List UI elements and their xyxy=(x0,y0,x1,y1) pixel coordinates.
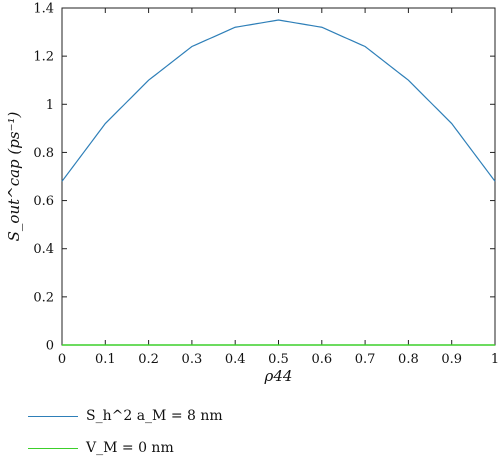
series-line-1 xyxy=(61,19,496,182)
y-tick-label: 0 xyxy=(46,339,54,354)
legend-swatch-series-2 xyxy=(28,447,78,449)
legend-item-series-2: V_M = 0 nm xyxy=(28,436,223,460)
y-tick-label: 1.2 xyxy=(33,50,54,65)
x-tick-label: 0.6 xyxy=(311,352,332,367)
x-tick-label: 0.4 xyxy=(225,352,246,367)
x-tick-label: 0.2 xyxy=(138,352,159,367)
x-tick-label: 0.1 xyxy=(95,352,116,367)
y-tick-label: 0.6 xyxy=(33,194,54,209)
y-tick-label: 0.8 xyxy=(33,146,54,161)
x-tick-label: 1 xyxy=(491,352,499,367)
y-axis-title: S_out^cap (ps⁻¹) xyxy=(5,111,23,241)
x-axis-title: ρ44 xyxy=(264,367,293,385)
legend-label-series-2: V_M = 0 nm xyxy=(86,440,174,456)
line-chart: 0 0.1 0.2 0.3 0.4 0.5 0.6 0.7 0.8 0.9 1 0 0.2 0.4 0.6 0… xyxy=(5,2,499,386)
x-tick-label: 0.7 xyxy=(355,352,376,367)
x-tick-label: 0.5 xyxy=(268,352,289,367)
y-tick-label: 1 xyxy=(46,98,54,113)
plot-frame xyxy=(61,7,496,346)
y-tick-label: 0.2 xyxy=(33,290,54,305)
legend-swatch-series-1 xyxy=(28,415,78,417)
y-tick-label: 0.4 xyxy=(33,242,54,257)
y-tick-label: 1.4 xyxy=(33,2,54,17)
legend: S_h^2 a_M = 8 nm V_M = 0 nm xyxy=(28,404,223,468)
x-tick-label: 0.8 xyxy=(398,352,419,367)
legend-label-series-1: S_h^2 a_M = 8 nm xyxy=(86,408,223,424)
x-tick-label: 0 xyxy=(58,352,66,367)
legend-item-series-1: S_h^2 a_M = 8 nm xyxy=(28,404,223,428)
x-tick-label: 0.9 xyxy=(441,352,462,367)
x-tick-label: 0.3 xyxy=(182,352,203,367)
